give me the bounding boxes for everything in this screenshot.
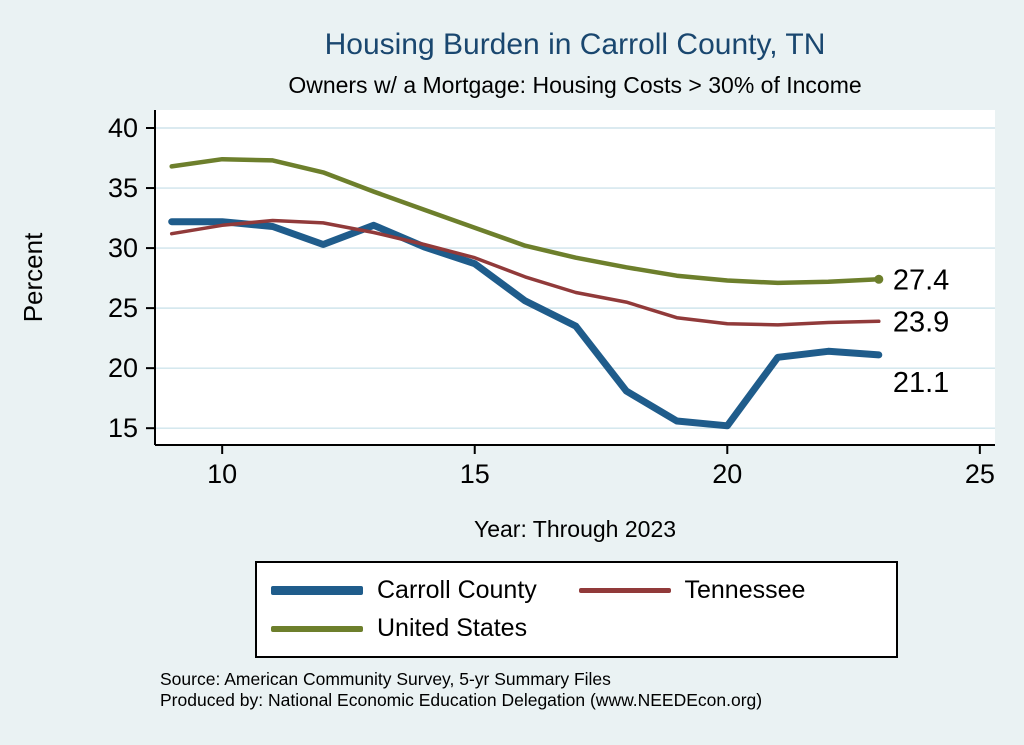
y-tick-label: 20: [108, 353, 138, 383]
y-tick-label: 40: [108, 113, 138, 143]
series-line-us: [169, 156, 882, 286]
x-tick-label: 15: [460, 459, 490, 489]
end-value-label-carroll: 21.1: [893, 367, 949, 399]
y-tick-label: 25: [108, 293, 138, 323]
legend: Carroll County Tennessee United States: [255, 561, 898, 658]
series-line-tennessee: [169, 218, 881, 327]
end-value-label-tennessee: 23.9: [893, 306, 949, 338]
x-tick-label: 25: [965, 459, 995, 489]
legend-item-carroll-county: Carroll County: [271, 576, 579, 605]
legend-item-tennessee: Tennessee: [578, 576, 887, 605]
y-axis-title: Percent: [18, 232, 48, 322]
legend-label-carroll-county: Carroll County: [377, 576, 537, 604]
y-tick-label: 15: [108, 413, 138, 443]
source-line-2: Produced by: National Economic Education…: [160, 690, 763, 710]
x-tick-label: 20: [712, 459, 742, 489]
chart-subtitle: Owners w/ a Mortgage: Housing Costs > 30…: [288, 72, 862, 98]
carroll-county-line-swatch: [271, 586, 363, 595]
x-axis-label: Year: Through 2023: [473, 516, 677, 542]
united-states-line-swatch: [271, 625, 363, 632]
y-tick-label: 35: [108, 173, 138, 203]
source-note: Source: American Community Survey, 5-yr …: [160, 669, 762, 711]
y-tick-label: 30: [108, 233, 138, 263]
source-line-1: Source: American Community Survey, 5-yr …: [160, 669, 611, 689]
series-end-marker: [874, 274, 884, 284]
series-line-carroll: [168, 218, 883, 430]
line-chart: 15 20 25 30 35 40 10 15 20 25 Percent 21.1 23.9 27.4: [18, 110, 995, 489]
legend-label-tennessee: Tennessee: [684, 576, 806, 604]
x-tick-label: 10: [207, 459, 237, 489]
legend-label-united-states: United States: [377, 614, 528, 642]
tennessee-line-swatch: [578, 588, 671, 593]
chart-title: Housing Burden in Carroll County, TN: [324, 28, 826, 61]
legend-item-united-states: United States: [271, 614, 579, 643]
end-value-label-us: 27.4: [893, 264, 949, 296]
